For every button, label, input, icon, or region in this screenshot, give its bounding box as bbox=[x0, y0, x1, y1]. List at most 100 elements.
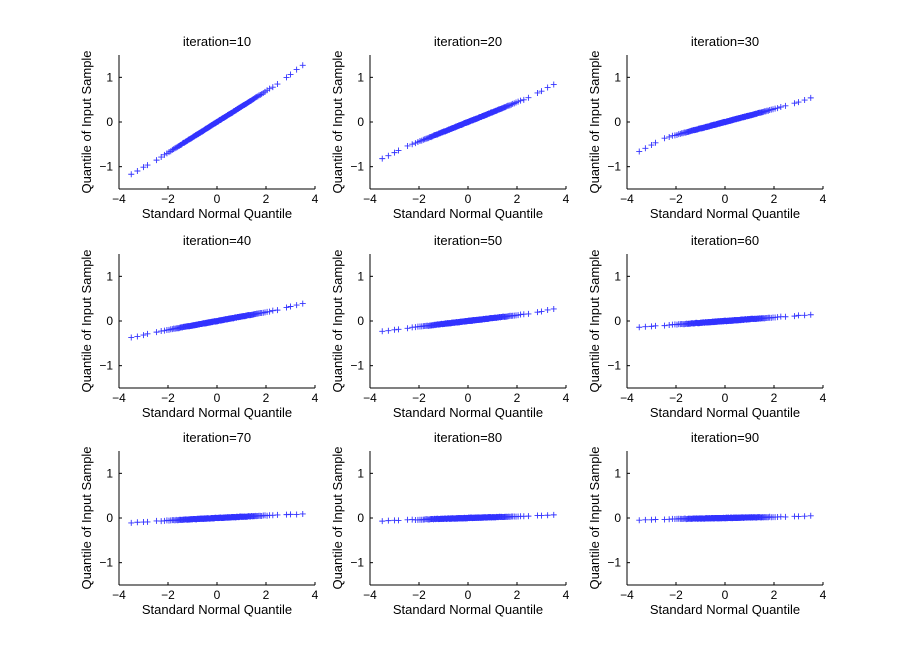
qq-point-marker bbox=[266, 308, 273, 315]
qq-point-marker bbox=[508, 101, 515, 108]
y-axis-label: Quantile of Input Sample bbox=[79, 446, 94, 589]
qq-point-marker bbox=[661, 135, 668, 142]
qq-point-marker bbox=[391, 326, 398, 333]
qq-point-marker bbox=[420, 136, 427, 143]
y-tick-label: 0 bbox=[614, 511, 621, 525]
y-tick-label: 1 bbox=[106, 70, 113, 84]
qq-point-marker bbox=[636, 517, 643, 524]
x-tick-label: 0 bbox=[722, 391, 729, 405]
qq-point-marker bbox=[283, 74, 290, 81]
qq-point-marker bbox=[772, 105, 779, 112]
x-tick-label: 4 bbox=[312, 588, 319, 602]
qq-point-marker bbox=[777, 103, 784, 110]
qq-point-marker bbox=[550, 305, 557, 312]
x-tick-label: 0 bbox=[722, 192, 729, 206]
x-tick-label: 0 bbox=[214, 588, 221, 602]
x-axis-label: Standard Normal Quantile bbox=[650, 206, 800, 221]
y-tick-label: 1 bbox=[357, 70, 364, 84]
x-tick-label: 4 bbox=[312, 391, 319, 405]
qq-point-marker bbox=[287, 511, 294, 518]
qq-point-marker bbox=[795, 513, 802, 520]
qq-point-marker bbox=[283, 304, 290, 311]
qq-point-marker bbox=[801, 513, 808, 520]
x-tick-label: 4 bbox=[312, 192, 319, 206]
qq-point-marker bbox=[274, 81, 281, 88]
qq-point-marker bbox=[648, 323, 655, 330]
x-tick-label: −2 bbox=[412, 391, 426, 405]
x-axis-label: Standard Normal Quantile bbox=[393, 405, 543, 420]
y-tick-label: 1 bbox=[106, 466, 113, 480]
qq-point-marker bbox=[525, 513, 532, 520]
qq-panel: −4 −2 0 2 4 −1 0 1 iteration=20 Standard Normal Q… bbox=[330, 34, 570, 221]
qq-point-marker bbox=[266, 85, 273, 92]
qq-point-marker bbox=[648, 516, 655, 523]
qq-point-marker bbox=[791, 313, 798, 320]
qq-point-marker bbox=[782, 513, 789, 520]
qq-point-marker bbox=[677, 130, 684, 137]
x-tick-label: −4 bbox=[112, 192, 126, 206]
qq-point-marker bbox=[287, 71, 294, 78]
qq-point-marker bbox=[293, 302, 300, 309]
qq-point-marker bbox=[538, 88, 545, 95]
qq-point-marker bbox=[140, 519, 147, 526]
qq-point-marker bbox=[534, 309, 541, 316]
qq-point-marker bbox=[525, 94, 532, 101]
y-tick-label: −1 bbox=[350, 556, 364, 570]
y-tick-label: 1 bbox=[614, 466, 621, 480]
qq-point-marker bbox=[550, 511, 557, 518]
x-tick-label: −2 bbox=[161, 192, 175, 206]
qq-point-marker bbox=[153, 157, 160, 164]
qq-point-marker bbox=[134, 168, 141, 175]
x-tick-label: −2 bbox=[669, 192, 683, 206]
qq-panel: −4 −2 0 2 4 −1 0 1 iteration=40 Standard Normal Q… bbox=[79, 233, 319, 420]
qq-point-marker bbox=[395, 147, 402, 154]
qq-markers bbox=[636, 94, 814, 155]
x-tick-label: 4 bbox=[820, 192, 827, 206]
qq-point-marker bbox=[274, 511, 281, 518]
qq-point-marker bbox=[140, 332, 147, 339]
y-tick-label: 1 bbox=[357, 269, 364, 283]
panel-title: iteration=80 bbox=[434, 430, 502, 445]
y-axis-label: Quantile of Input Sample bbox=[330, 446, 345, 589]
qq-point-marker bbox=[774, 105, 781, 112]
panel-title: iteration=10 bbox=[183, 34, 251, 49]
y-tick-label: 0 bbox=[357, 314, 364, 328]
qq-point-marker bbox=[801, 97, 808, 104]
qq-point-marker bbox=[648, 142, 655, 149]
x-tick-label: 0 bbox=[214, 192, 221, 206]
x-tick-label: 2 bbox=[514, 588, 521, 602]
y-tick-label: −1 bbox=[350, 359, 364, 373]
qq-point-marker bbox=[791, 100, 798, 107]
x-tick-label: 2 bbox=[771, 588, 778, 602]
y-tick-label: −1 bbox=[99, 160, 113, 174]
qq-point-marker bbox=[385, 327, 392, 334]
x-axis-label: Standard Normal Quantile bbox=[142, 602, 292, 617]
qq-point-marker bbox=[128, 171, 135, 178]
panel-title: iteration=90 bbox=[691, 430, 759, 445]
y-axis-label: Quantile of Input Sample bbox=[330, 50, 345, 193]
x-axis-label: Standard Normal Quantile bbox=[650, 405, 800, 420]
qq-point-marker bbox=[507, 102, 514, 109]
qq-point-marker bbox=[269, 84, 276, 91]
x-tick-label: −4 bbox=[112, 588, 126, 602]
y-tick-label: −1 bbox=[607, 160, 621, 174]
qq-point-marker bbox=[795, 312, 802, 319]
y-tick-label: 0 bbox=[357, 511, 364, 525]
x-tick-label: −4 bbox=[620, 192, 634, 206]
y-axis-label: Quantile of Input Sample bbox=[330, 249, 345, 392]
x-tick-label: −2 bbox=[669, 391, 683, 405]
x-tick-label: 4 bbox=[563, 192, 570, 206]
y-tick-label: −1 bbox=[607, 359, 621, 373]
qq-point-marker bbox=[391, 149, 398, 156]
qq-point-marker bbox=[287, 303, 294, 310]
qq-point-marker bbox=[274, 307, 281, 314]
y-tick-label: 1 bbox=[614, 70, 621, 84]
x-tick-label: 4 bbox=[820, 588, 827, 602]
qq-markers bbox=[379, 305, 557, 335]
qq-markers bbox=[636, 512, 814, 524]
qq-point-marker bbox=[782, 313, 789, 320]
qq-point-marker bbox=[293, 66, 300, 73]
qq-point-marker bbox=[258, 512, 265, 519]
x-tick-label: 2 bbox=[263, 588, 270, 602]
qq-point-marker bbox=[412, 140, 419, 147]
